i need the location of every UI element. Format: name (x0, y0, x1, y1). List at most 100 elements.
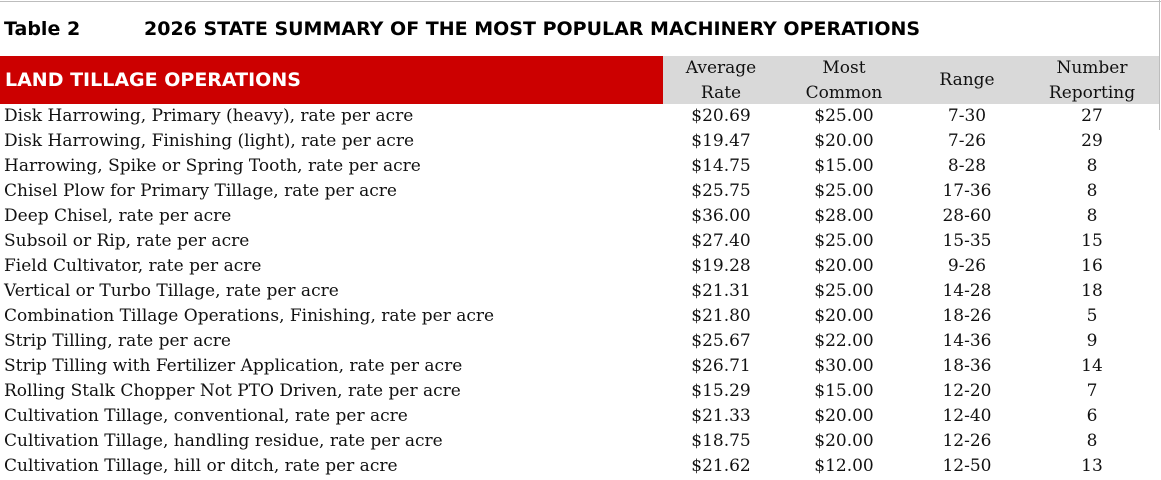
number-reporting-cell: 16 (1081, 256, 1103, 276)
operation-cell: Chisel Plow for Primary Tillage, rate pe… (4, 181, 397, 201)
column-header-number-reporting: Number Reporting (1025, 56, 1159, 104)
column-header-most-common-line1: Most (822, 58, 866, 78)
average-rate-cell: $21.80 (691, 306, 751, 326)
operation-cell: Strip Tilling with Fertilizer Applicatio… (4, 356, 463, 376)
operation-cell: Vertical or Turbo Tillage, rate per acre (4, 281, 339, 301)
section-title: LAND TILLAGE OPERATIONS (5, 69, 301, 91)
most-common-cell: $20.00 (814, 431, 874, 451)
range-cell: 9-26 (947, 256, 987, 276)
column-header-most-common-line2: Common (805, 83, 883, 103)
table-row: Chisel Plow for Primary Tillage, rate pe… (0, 179, 1161, 204)
most-common-cell: $20.00 (814, 306, 874, 326)
column-header-range: Range (939, 70, 995, 90)
column-header-average-rate-line2: Rate (700, 83, 742, 103)
average-rate-cell: $18.75 (691, 431, 751, 451)
average-rate-cell: $25.75 (691, 181, 751, 201)
table-row: Field Cultivator, rate per acre $19.28 $20… (0, 254, 1161, 279)
most-common-cell: $20.00 (814, 406, 874, 426)
range-cell: 15-35 (942, 231, 992, 251)
average-rate-cell: $14.75 (691, 156, 751, 176)
average-rate-cell: $15.29 (691, 381, 751, 401)
table-row: Cultivation Tillage, conventional, rate … (0, 404, 1161, 429)
operation-cell: Subsoil or Rip, rate per acre (4, 231, 250, 251)
average-rate-cell: $27.40 (691, 231, 751, 251)
table-row: Cultivation Tillage, hill or ditch, rate… (0, 454, 1161, 479)
average-rate-cell: $21.62 (691, 456, 751, 476)
average-rate-cell: $19.47 (691, 131, 751, 151)
table-body: Disk Harrowing, Primary (heavy), rate pe… (0, 104, 1161, 479)
average-rate-cell: $19.28 (691, 256, 751, 276)
most-common-cell: $25.00 (814, 181, 874, 201)
average-rate-cell: $25.67 (691, 331, 751, 351)
range-cell: 28-60 (942, 206, 992, 226)
table-number: Table 2 (4, 18, 81, 40)
number-reporting-cell: 13 (1081, 456, 1103, 476)
most-common-cell: $25.00 (814, 106, 874, 126)
column-header-most-common: Most Common (779, 56, 909, 104)
operation-cell: Cultivation Tillage, conventional, rate … (4, 406, 408, 426)
average-rate-cell: $20.69 (691, 106, 751, 126)
number-reporting-cell: 8 (1086, 156, 1098, 176)
table-row: Harrowing, Spike or Spring Tooth, rate p… (0, 154, 1161, 179)
table-row: Strip Tilling, rate per acre $25.67 $22.00… (0, 329, 1161, 354)
range-cell: 12-50 (942, 456, 992, 476)
range-cell: 12-20 (942, 381, 992, 401)
table-row: Strip Tilling with Fertilizer Applicatio… (0, 354, 1161, 379)
number-reporting-cell: 29 (1081, 131, 1103, 151)
average-rate-cell: $21.33 (691, 406, 751, 426)
column-header-average-rate: Average Rate (663, 56, 779, 104)
range-cell: 8-28 (947, 156, 987, 176)
number-reporting-cell: 8 (1086, 431, 1098, 451)
table-row: Disk Harrowing, Primary (heavy), rate pe… (0, 104, 1161, 129)
most-common-cell: $12.00 (814, 456, 874, 476)
most-common-cell: $20.00 (814, 256, 874, 276)
operation-cell: Rolling Stalk Chopper Not PTO Driven, ra… (4, 381, 461, 401)
average-rate-cell: $36.00 (691, 206, 751, 226)
range-cell: 7-30 (947, 106, 987, 126)
table-row: Rolling Stalk Chopper Not PTO Driven, ra… (0, 379, 1161, 404)
column-header-number-reporting-line1: Number (1056, 58, 1128, 78)
range-cell: 7-26 (947, 131, 987, 151)
operation-cell: Disk Harrowing, Finishing (light), rate … (4, 131, 415, 151)
column-header-average-rate-line1: Average (685, 58, 757, 78)
most-common-cell: $15.00 (814, 156, 874, 176)
table-title: 2026 STATE SUMMARY OF THE MOST POPULAR M… (144, 18, 921, 40)
number-reporting-cell: 9 (1086, 331, 1098, 351)
operation-cell: Deep Chisel, rate per acre (4, 206, 232, 226)
range-cell: 14-36 (942, 331, 992, 351)
operation-cell: Harrowing, Spike or Spring Tooth, rate p… (4, 156, 421, 176)
most-common-cell: $22.00 (814, 331, 874, 351)
table-row: Subsoil or Rip, rate per acre $27.40 $25.0… (0, 229, 1161, 254)
range-cell: 12-40 (942, 406, 992, 426)
number-reporting-cell: 14 (1081, 356, 1103, 376)
operation-cell: Field Cultivator, rate per acre (4, 256, 262, 276)
number-reporting-cell: 8 (1086, 181, 1098, 201)
operation-cell: Disk Harrowing, Primary (heavy), rate pe… (4, 106, 414, 126)
table-row: Cultivation Tillage, handling residue, r… (0, 429, 1161, 454)
number-reporting-cell: 8 (1086, 206, 1098, 226)
right-border (1159, 0, 1160, 130)
operation-cell: Combination Tillage Operations, Finishin… (4, 306, 495, 326)
number-reporting-cell: 6 (1086, 406, 1098, 426)
section-header: LAND TILLAGE OPERATIONS (0, 56, 663, 104)
operation-cell: Strip Tilling, rate per acre (4, 331, 231, 351)
top-border (0, 1, 1161, 2)
range-cell: 18-26 (942, 306, 992, 326)
number-reporting-cell: 18 (1081, 281, 1103, 301)
table-row: Vertical or Turbo Tillage, rate per acre… (0, 279, 1161, 304)
table-row: Deep Chisel, rate per acre $36.00 $28.00 28… (0, 204, 1161, 229)
range-cell: 12-26 (942, 431, 992, 451)
range-cell: 18-36 (942, 356, 992, 376)
table-title-row: Table 2 2026 STATE SUMMARY OF THE MOST P… (0, 14, 1161, 44)
operation-cell: Cultivation Tillage, hill or ditch, rate… (4, 456, 398, 476)
number-reporting-cell: 27 (1081, 106, 1103, 126)
average-rate-cell: $26.71 (691, 356, 751, 376)
column-header-number-reporting-line2: Reporting (1048, 83, 1136, 103)
number-reporting-cell: 5 (1086, 306, 1098, 326)
range-cell: 17-36 (942, 181, 992, 201)
operation-cell: Cultivation Tillage, handling residue, r… (4, 431, 443, 451)
most-common-cell: $25.00 (814, 231, 874, 251)
number-reporting-cell: 7 (1086, 381, 1098, 401)
number-reporting-cell: 15 (1081, 231, 1103, 251)
most-common-cell: $25.00 (814, 281, 874, 301)
